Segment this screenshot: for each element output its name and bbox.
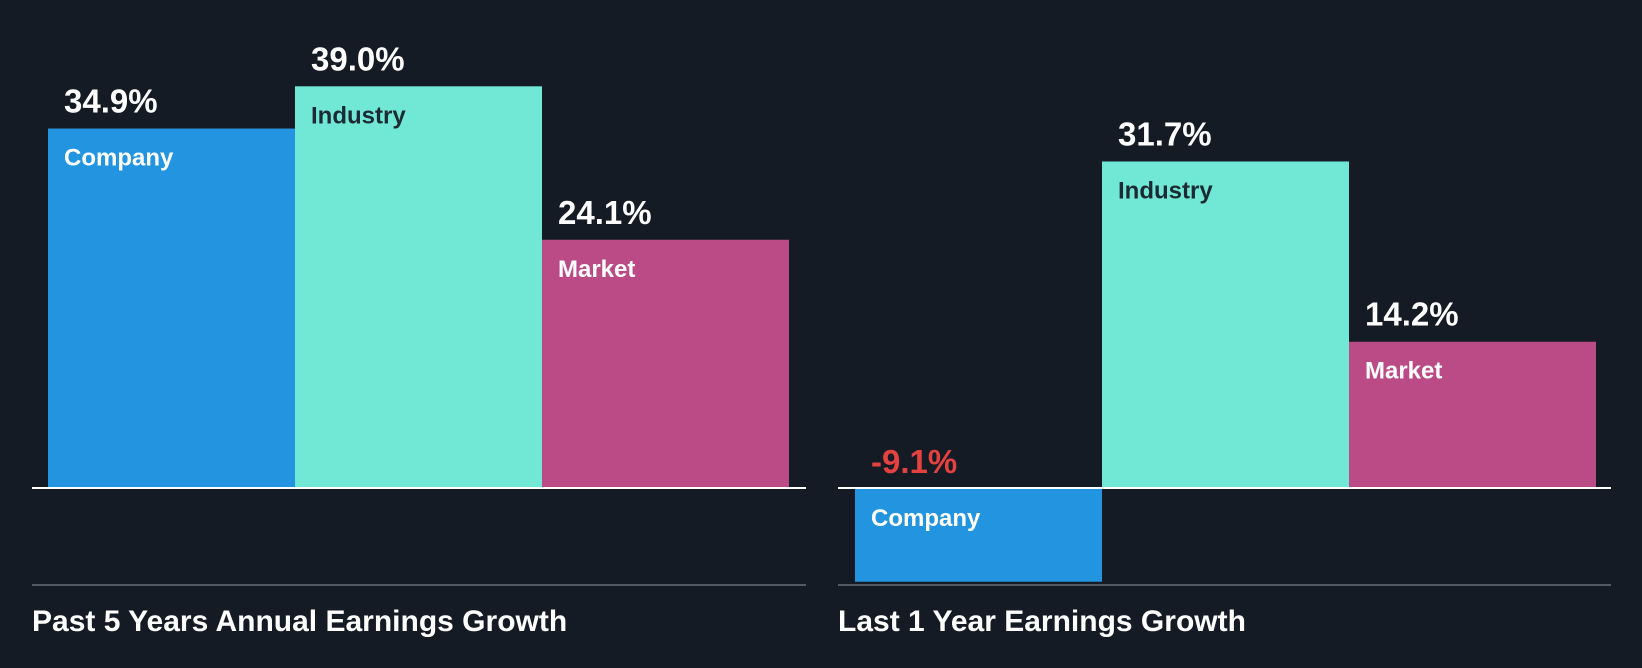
past-5-years-company-label: Company [64, 145, 174, 172]
last-1-year-market-bar [1349, 341, 1596, 488]
past-5-years-market-value: 24.1% [558, 194, 652, 231]
past-5-years-market-label: Market [558, 256, 635, 283]
last-1-year-chart-title: Last 1 Year Earnings Growth [838, 605, 1246, 638]
past-5-years-market-bar [542, 239, 789, 488]
last-1-year-company-bar [855, 488, 1102, 582]
past-5-years-company-bar [48, 128, 295, 488]
past-5-years-chart-title: Past 5 Years Annual Earnings Growth [32, 605, 568, 638]
last-1-year-market-value: 14.2% [1365, 296, 1459, 333]
last-1-year-industry-value: 31.7% [1118, 115, 1212, 152]
past-5-years-industry-bar [295, 86, 542, 489]
last-1-year-company-label: Company [871, 505, 981, 532]
last-1-year-company-value: -9.1% [871, 443, 957, 480]
past-5-years-industry-value: 39.0% [311, 40, 405, 77]
last-1-year-market-label: Market [1365, 358, 1442, 385]
past-5-years-company-value: 34.9% [64, 83, 158, 120]
last-1-year-industry-label: Industry [1118, 177, 1213, 204]
last-1-year-industry-bar [1102, 161, 1349, 489]
past-5-years-industry-label: Industry [311, 102, 406, 129]
